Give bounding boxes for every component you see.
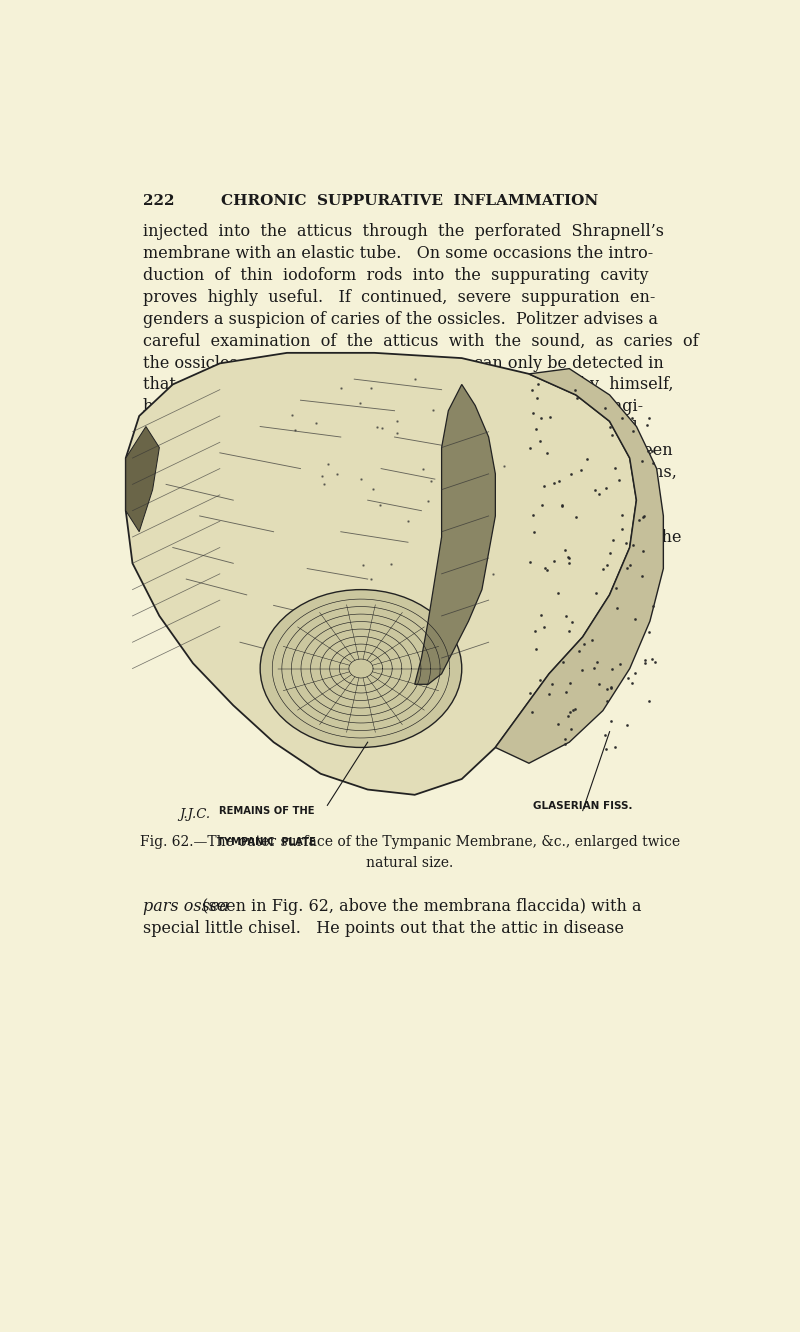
Text: natural size.: natural size.	[366, 856, 454, 870]
Polygon shape	[495, 369, 663, 763]
Text: that way.   He  has  practised  a  manœuvre  devised  by  himself,: that way. He has practised a manœuvre de…	[143, 377, 674, 393]
Text: GLASERIAN FISS.: GLASERIAN FISS.	[533, 801, 633, 811]
Text: membrane with an elastic tube.   On some occasions the intro-: membrane with an elastic tube. On some o…	[143, 245, 654, 262]
Text: (seen in Fig. 62, above the membrana flaccida) with a: (seen in Fig. 62, above the membrana fla…	[198, 898, 642, 915]
Text: careful  examination  of  the  atticus  with  the  sound,  as  caries  of: careful examination of the atticus with …	[143, 333, 699, 350]
Text: 222: 222	[143, 193, 175, 208]
Text: can be certainly proved to exist.   Hartmann recommends free: can be certainly proved to exist. Hartma…	[143, 507, 652, 525]
Text: SHORT PROCESS OF THE  MALLEUS: SHORT PROCESS OF THE MALLEUS	[334, 408, 566, 421]
Text: MEMB. FLACCIDA: MEMB. FLACCIDA	[368, 432, 483, 445]
Text: TYMPANIC  PLATE: TYMPANIC PLATE	[218, 838, 316, 847]
Text: REMAINS OF THE: REMAINS OF THE	[219, 806, 314, 815]
Text: by which a soft flexible sound can be turned around its longi-: by which a soft flexible sound can be tu…	[143, 398, 643, 416]
Polygon shape	[414, 385, 495, 685]
Text: directions.   As  to  extraction  of  the  malleus,  which  has  been: directions. As to extraction of the mall…	[143, 442, 673, 460]
Text: tudinal axis, and the cavity of the atticus thus explored in all: tudinal axis, and the cavity of the atti…	[143, 420, 638, 437]
Polygon shape	[126, 353, 637, 795]
Text: J.J.C.: J.J.C.	[179, 809, 210, 821]
Text: CHRONIC  SUPPURATIVE  INFLAMMATION: CHRONIC SUPPURATIVE INFLAMMATION	[222, 193, 598, 208]
Text: special little chisel.   He points out that the attic in disease: special little chisel. He points out tha…	[143, 920, 624, 938]
Text: proves  highly  useful.   If  continued,  severe  suppuration  en-: proves highly useful. If continued, seve…	[143, 289, 656, 306]
Text: practised  in  modern  times  for  other  than  carious  conditions,: practised in modern times for other than…	[143, 464, 678, 481]
Text: duction  of  thin  iodoform  rods  into  the  suppurating  cavity: duction of thin iodoform rods into the s…	[143, 268, 649, 284]
Text: the ossicles or of the margo tympanicus can only be detected in: the ossicles or of the margo tympanicus …	[143, 354, 664, 372]
Text: Politzer thinks it is only indicated where disease of that bone: Politzer thinks it is only indicated whe…	[143, 486, 642, 502]
Text: Fig. 62.—The outer surface of the Tympanic Membrane, &c., enlarged twice: Fig. 62.—The outer surface of the Tympan…	[140, 835, 680, 848]
Circle shape	[260, 590, 462, 747]
Text: genders a suspicion of caries of the ossicles.  Politzer advises a: genders a suspicion of caries of the oss…	[143, 310, 658, 328]
Text: pars ossea: pars ossea	[143, 898, 230, 915]
Text: injected  into  the  atticus  through  the  perforated  Shrapnell’s: injected into the atticus through the pe…	[143, 224, 664, 241]
Text: drainage  in  morbid  conditions  of  the  attic  by  removal  of  the: drainage in morbid conditions of the att…	[143, 529, 682, 546]
Polygon shape	[126, 426, 159, 531]
